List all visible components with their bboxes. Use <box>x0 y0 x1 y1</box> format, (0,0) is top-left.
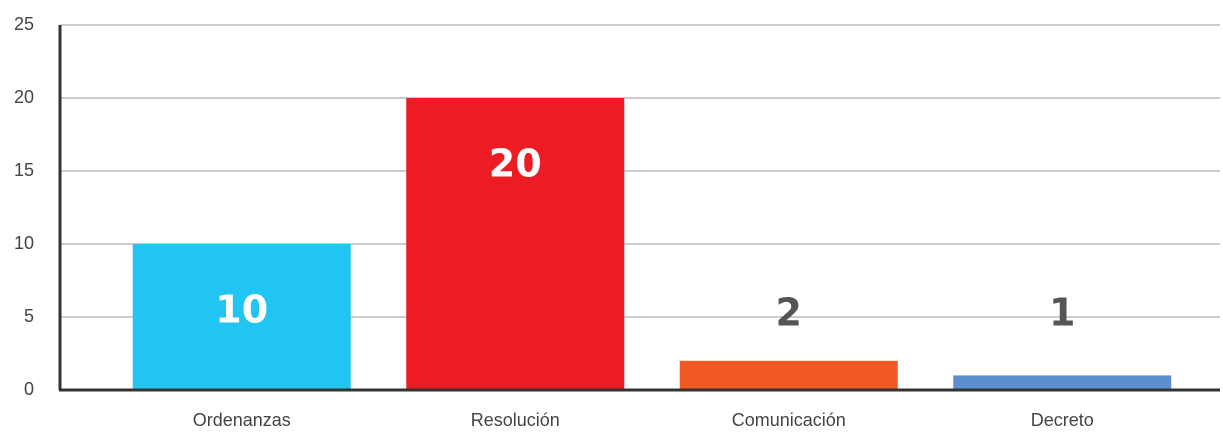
value-label: 1 <box>1049 291 1075 335</box>
bar <box>406 98 625 390</box>
y-tick-label: 20 <box>14 87 34 107</box>
y-tick-label: 0 <box>24 379 34 399</box>
bar <box>679 360 898 390</box>
x-tick-label: Ordenanzas <box>193 410 291 430</box>
value-label: 2 <box>776 291 802 335</box>
x-tick-label: Comunicación <box>732 410 846 430</box>
y-tick-label: 10 <box>14 233 34 253</box>
value-label: 20 <box>489 142 542 186</box>
x-tick-label: Decreto <box>1031 410 1094 430</box>
value-label: 10 <box>215 288 268 332</box>
bar <box>953 375 1172 390</box>
x-tick-label: Resolución <box>471 410 560 430</box>
y-tick-label: 5 <box>24 306 34 326</box>
y-tick-label: 15 <box>14 160 34 180</box>
bar <box>132 244 351 390</box>
y-tick-label: 25 <box>14 14 34 34</box>
